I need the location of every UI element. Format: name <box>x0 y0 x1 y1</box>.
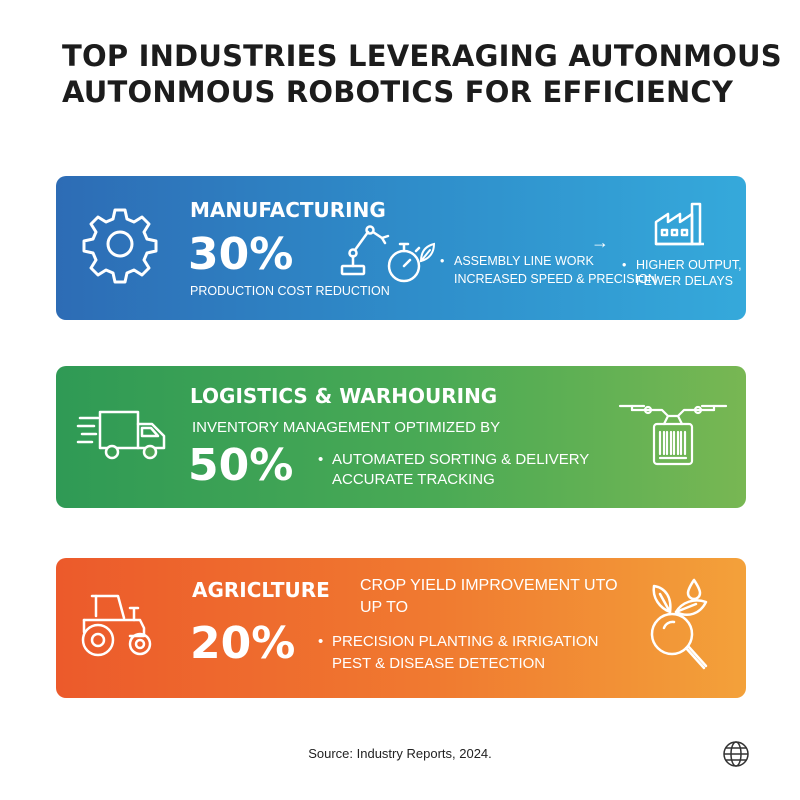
manufacturing-result-2: FEWER DELAYS <box>636 274 734 288</box>
manufacturing-result-1: • HIGHER OUTPUT, <box>622 258 742 272</box>
logistics-bullet-2: ACCURATE TRACKING <box>332 471 495 488</box>
logistics-subtitle: INVENTORY MANAGEMENT OPTIMIZED BY <box>192 419 501 436</box>
gear-icon <box>82 208 158 284</box>
manufacturing-name: MANUFACTURING <box>190 198 386 222</box>
manufacturing-caption: PRODUCTION COST REDUCTION <box>190 284 390 298</box>
arrow-icon: → <box>591 232 609 252</box>
plant-magnifier-icon <box>650 578 708 670</box>
agriculture-subtitle-2: UP TO <box>360 599 409 616</box>
title-line-1: TOP INDUSTRIES LEVERAGING AUTONMOUS <box>62 39 782 73</box>
stopwatch-icon <box>387 242 421 283</box>
page-title: TOP INDUSTRIES LEVERAGING AUTONMOUS AUTO… <box>62 38 782 110</box>
globe-icon <box>723 741 749 767</box>
logistics-name: LOGISTICS & WARHOURING <box>190 384 498 408</box>
logistics-card: LOGISTICS & WARHOURING INVENTORY MANAGEM… <box>56 366 746 508</box>
manufacturing-bullet-1: • ASSEMBLY LINE WORK <box>440 254 594 268</box>
agriculture-name: AGRICLTURE <box>192 578 330 602</box>
delivery-truck-icon <box>76 410 166 460</box>
robot-arm-icon <box>340 225 390 276</box>
manufacturing-bullet-1-text: ASSEMBLY LINE WORK <box>454 254 594 268</box>
agriculture-card: AGRICLTURE CROP YIELD IMPROVEMENT UTO UP… <box>56 558 746 698</box>
drone-package-icon <box>618 404 728 466</box>
factory-icon <box>654 202 704 246</box>
logistics-value: 50% <box>188 440 294 491</box>
agriculture-value: 20% <box>190 618 296 669</box>
manufacturing-value: 30% <box>188 229 294 280</box>
source-note: Source: Industry Reports, 2024. <box>308 746 492 761</box>
agriculture-bullet-1: • PRECISION PLANTING & IRRIGATION <box>318 633 599 650</box>
logistics-bullet-1: • AUTOMATED SORTING & DELIVERY <box>318 451 590 468</box>
manufacturing-result-1-text: HIGHER OUTPUT, <box>636 258 742 272</box>
manufacturing-card: MANUFACTURING 30% PRODUCTION COST REDUCT… <box>56 176 746 320</box>
agriculture-subtitle-1: CROP YIELD IMPROVEMENT UTO <box>360 577 618 594</box>
manufacturing-bullet-2: INCREASED SPEED & PRECISION <box>454 272 657 286</box>
logistics-bullet-1-text: AUTOMATED SORTING & DELIVERY <box>332 451 590 468</box>
leaf-icon <box>419 242 436 263</box>
title-line-2: AUTONMOUS ROBOTICS FOR EFFICIENCY <box>62 75 734 109</box>
agriculture-bullet-2: PEST & DISEASE DETECTION <box>332 655 546 672</box>
tractor-icon <box>81 594 152 657</box>
agriculture-bullet-1-text: PRECISION PLANTING & IRRIGATION <box>332 633 599 650</box>
